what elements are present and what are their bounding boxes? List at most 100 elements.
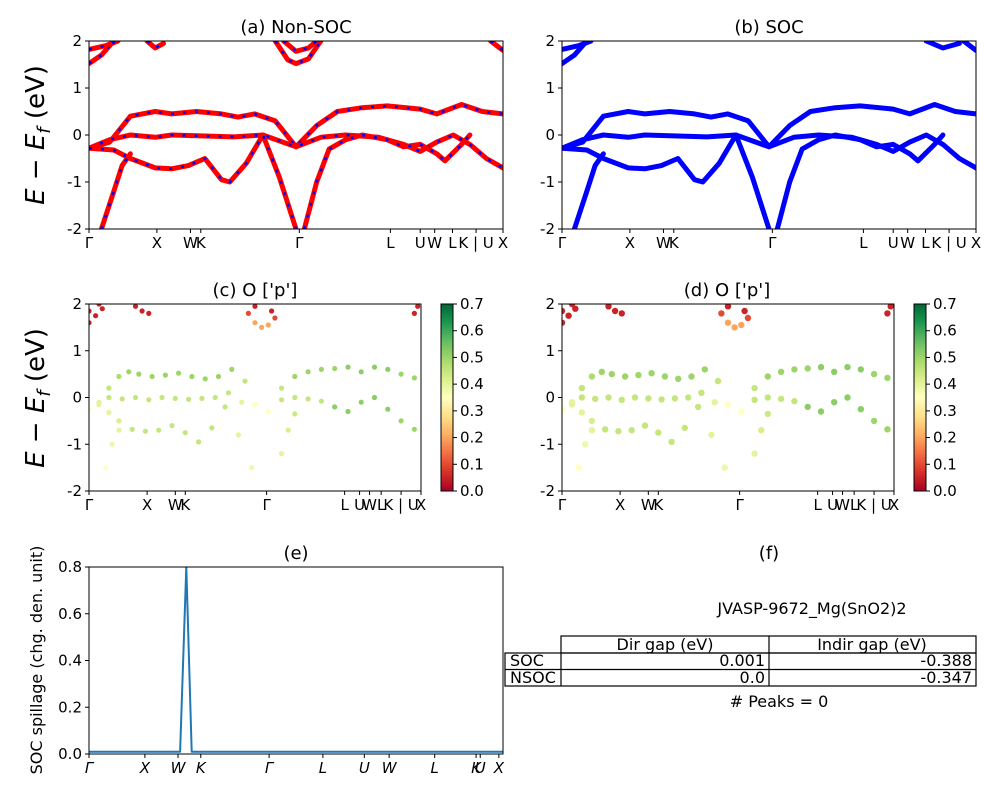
plot-marks (89, 304, 421, 471)
panel-a-xtick-label: X (498, 234, 508, 252)
panel-d-point (751, 396, 758, 403)
panel-a-xtick-label: L (448, 234, 457, 252)
panel-d-colorbar-label: 0.3 (933, 402, 957, 420)
panel-c-point (89, 320, 92, 326)
panel-c-point (385, 406, 391, 412)
panel-a-band-0-dash (89, 103, 503, 150)
panel-c-point (93, 313, 99, 319)
panel-d-point (884, 374, 891, 382)
panel-c-ytick-label: -2 (67, 482, 82, 500)
panel-d-point (708, 431, 715, 439)
panel-e-xtick-label: L (319, 759, 327, 777)
panel-c-xtick-label: K (180, 496, 191, 514)
panel-d-point (791, 398, 798, 405)
panel-d-point (645, 395, 652, 402)
panel-c-point (265, 408, 271, 415)
row-nsoc-dir: 0.0 (740, 668, 765, 687)
panel-a-xtick-label: X (152, 234, 162, 252)
panel-e-ytick-label: 0.4 (58, 652, 82, 670)
row-soc-dir: 0.001 (719, 651, 765, 670)
panel-d-point (870, 417, 878, 425)
panel-d-point (661, 373, 669, 380)
panel-d-colorbar-label: 0.7 (933, 295, 957, 313)
panel-c-point (411, 426, 417, 432)
panel-d-point (711, 399, 718, 406)
panel-e-ytick-label: 0.0 (58, 745, 82, 763)
panel-c-xtick-label: L (340, 496, 349, 514)
panel-d-point (817, 408, 825, 415)
panel-b-band-3 (571, 151, 606, 229)
panel-c-point (292, 411, 298, 417)
panel-c-point (252, 320, 258, 326)
panel-e-xtick-label: W (382, 759, 398, 777)
panel-c-point (162, 372, 168, 378)
panel-d-point (621, 373, 629, 380)
panel-c-point (196, 439, 202, 445)
panel-e-xtick-label: Γ (85, 759, 95, 777)
panel-e-spillage: (e) SOC spillage (chg. den. unit) 0.0 0.2… (27, 543, 505, 777)
panel-c-point (318, 366, 324, 372)
panel-c-point (371, 394, 378, 401)
panel-d-colorbar-label: 0.5 (933, 348, 957, 366)
panel-c-point (222, 404, 228, 410)
panel-b-band-2 (562, 132, 772, 229)
material-id: JVASP-9672_Mg(SnO2)2 (716, 599, 906, 619)
panel-c-point (212, 394, 218, 401)
panel-c-point (239, 399, 245, 405)
panel-d-colorbar-label: 0.4 (933, 375, 957, 393)
panel-c-point (132, 304, 139, 309)
panel-c-frame (88, 303, 422, 492)
panel-c-xtick-label: Γ (262, 496, 271, 514)
panel-d-xtick-label: K (653, 496, 664, 514)
panel-d-colorbar-label: 0.0 (933, 482, 957, 500)
panel-c-point (96, 399, 102, 405)
panel-d-point (857, 406, 864, 413)
panel-c-point (172, 395, 178, 401)
panel-d-point (578, 394, 586, 401)
panel-a-band-8 (272, 41, 324, 67)
panel-d-point (655, 429, 662, 436)
panel-e-xtick-label: X (139, 759, 151, 777)
panel-d-point (562, 307, 566, 315)
panel-b-xtick-label: L (859, 234, 868, 252)
panel-c-point (252, 401, 258, 408)
panel-c-point (156, 427, 162, 433)
panel-c-point (199, 395, 205, 401)
panel-d-point (721, 464, 728, 471)
panel-c-colorbar-label: 0.0 (460, 482, 484, 500)
panel-c-point (99, 306, 105, 312)
panel-e-xtick-label: X (493, 759, 505, 777)
panel-c-point (259, 324, 265, 330)
panel-e-xtick-label: U (475, 759, 486, 777)
panel-c-colorbar (440, 303, 454, 492)
panel-a-band-6-dash (89, 41, 119, 51)
panel-d-colorbar (913, 303, 927, 492)
panel-d-colorbar-label: 0.1 (933, 455, 957, 473)
panel-d-point (777, 368, 785, 375)
panel-d-point (615, 428, 622, 435)
panel-c-point (103, 465, 109, 471)
row-soc-label: SOC (510, 651, 544, 670)
panel-d-point (618, 396, 625, 403)
panel-a-band-10-dash (489, 41, 503, 52)
panel-d-point (791, 366, 798, 373)
panel-d-point (698, 389, 705, 396)
panel-c-xtick-label: U (354, 496, 365, 514)
panel-a-band-4 (301, 132, 473, 229)
panel-d-point (588, 427, 596, 434)
panel-d-point (764, 394, 771, 401)
panel-b-band-0 (562, 102, 976, 151)
panel-e-xtick-label: L (431, 759, 439, 777)
panel-c-point (332, 365, 338, 372)
panel-d-point (605, 304, 612, 310)
panel-d-point (671, 395, 679, 402)
panel-c-point (142, 428, 148, 434)
panel-d-point (635, 371, 642, 379)
panel-d-point (631, 394, 639, 401)
panel-a-band-2 (89, 132, 299, 229)
panel-b-ytick-label: 0 (545, 126, 555, 144)
panel-c-point (146, 397, 152, 403)
panel-a-xtick-label: L (386, 234, 395, 252)
panel-d-point (562, 406, 566, 413)
panel-d-point (572, 305, 579, 312)
